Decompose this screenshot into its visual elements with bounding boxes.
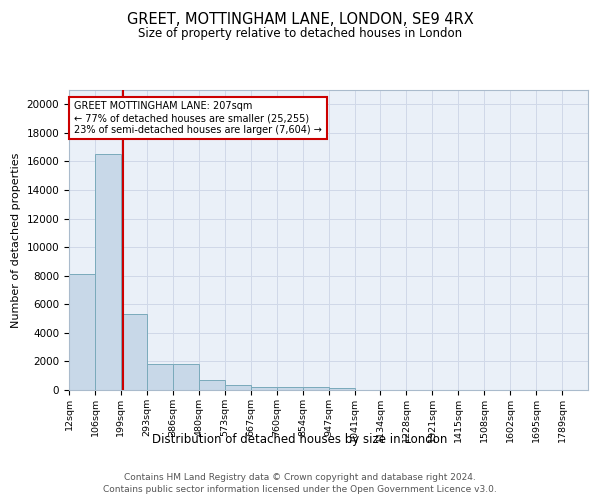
Bar — [329, 388, 355, 390]
Bar — [147, 364, 173, 390]
Bar — [95, 154, 121, 390]
Text: Size of property relative to detached houses in London: Size of property relative to detached ho… — [138, 28, 462, 40]
Text: Contains public sector information licensed under the Open Government Licence v3: Contains public sector information licen… — [103, 485, 497, 494]
Text: GREET, MOTTINGHAM LANE, LONDON, SE9 4RX: GREET, MOTTINGHAM LANE, LONDON, SE9 4RX — [127, 12, 473, 28]
Bar — [277, 387, 302, 390]
Bar — [121, 314, 147, 390]
Text: GREET MOTTINGHAM LANE: 207sqm
← 77% of detached houses are smaller (25,255)
23% : GREET MOTTINGHAM LANE: 207sqm ← 77% of d… — [74, 102, 322, 134]
Bar — [199, 380, 224, 390]
Text: Distribution of detached houses by size in London: Distribution of detached houses by size … — [152, 432, 448, 446]
Text: Contains HM Land Registry data © Crown copyright and database right 2024.: Contains HM Land Registry data © Crown c… — [124, 472, 476, 482]
Bar — [224, 386, 251, 390]
Y-axis label: Number of detached properties: Number of detached properties — [11, 152, 21, 328]
Bar — [302, 388, 329, 390]
Bar — [69, 274, 95, 390]
Bar — [251, 386, 277, 390]
Bar — [173, 364, 199, 390]
